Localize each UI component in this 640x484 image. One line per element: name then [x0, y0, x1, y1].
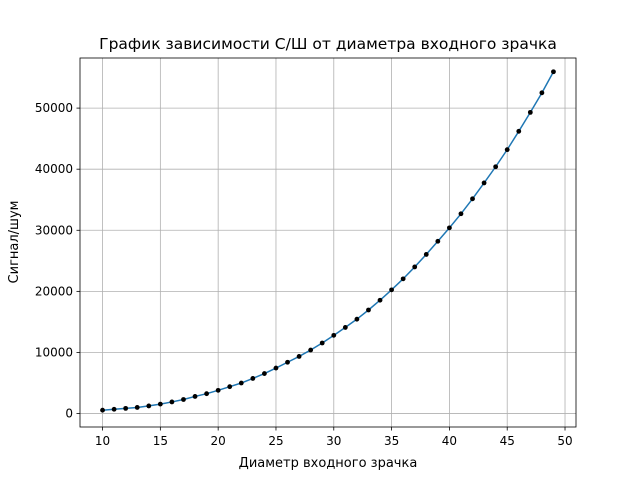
- data-point: [435, 238, 441, 244]
- chart-title: График зависимости С/Ш от диаметра входн…: [99, 35, 557, 53]
- data-point: [539, 90, 545, 96]
- data-point: [516, 128, 522, 134]
- y-tick-label: 40000: [35, 162, 73, 176]
- data-point: [227, 384, 233, 390]
- data-point: [412, 264, 418, 270]
- data-point: [146, 403, 152, 409]
- data-point: [285, 359, 290, 365]
- data-point: [319, 340, 325, 346]
- data-point: [504, 147, 510, 153]
- data-point: [134, 405, 140, 410]
- data-point: [250, 376, 256, 381]
- data-point: [273, 365, 279, 371]
- x-tick-label: 50: [557, 434, 572, 448]
- data-point: [470, 196, 475, 202]
- data-point: [262, 371, 267, 376]
- data-point: [123, 405, 129, 411]
- y-tick-label: 50000: [35, 101, 73, 115]
- data-point: [446, 225, 452, 231]
- data-point: [204, 391, 210, 397]
- data-point: [389, 287, 394, 293]
- data-point: [169, 399, 175, 405]
- data-point: [423, 252, 429, 257]
- data-point: [342, 325, 348, 330]
- axes-frame: [79, 57, 577, 428]
- data-point: [366, 307, 371, 313]
- data-point: [400, 276, 406, 282]
- data-point: [377, 297, 383, 303]
- data-point: [527, 109, 533, 115]
- data-point: [111, 406, 117, 412]
- axes: 10 15 20 25 30 35 40 45 50 0 10000 20000 30000 40000 5…: [35, 57, 577, 448]
- y-tick-label: 0: [65, 407, 73, 421]
- series-line: [102, 71, 555, 411]
- data-point: [458, 211, 464, 217]
- data-point: [157, 401, 163, 407]
- y-tick-label: 10000: [35, 345, 73, 359]
- x-tick-label: 30: [326, 434, 341, 448]
- data-point: [308, 347, 314, 353]
- x-tick-label: 10: [95, 434, 110, 448]
- data-point: [551, 69, 556, 75]
- x-tick-label: 45: [500, 434, 515, 448]
- data-point: [354, 316, 360, 322]
- series-layer: [100, 69, 556, 413]
- x-tick-label: 25: [268, 434, 283, 448]
- data-point: [331, 332, 337, 338]
- data-point: [481, 180, 487, 186]
- x-tick-label: 20: [211, 434, 226, 448]
- x-tick-label: 35: [384, 434, 399, 448]
- data-point: [493, 164, 499, 170]
- data-point: [238, 380, 244, 386]
- x-tick-label: 40: [442, 434, 457, 448]
- x-tick-label: 15: [153, 434, 168, 448]
- plot-area: [80, 58, 576, 427]
- y-axis-label: Сигнал/шум: [7, 201, 22, 284]
- grid: [80, 58, 576, 427]
- data-point: [215, 387, 221, 393]
- data-point: [181, 397, 186, 402]
- y-tick-label: 20000: [35, 284, 73, 298]
- y-tick-label: 30000: [35, 223, 73, 237]
- data-point: [100, 407, 105, 413]
- x-axis-label: Диаметр входного зрачка: [239, 456, 418, 471]
- data-point: [296, 354, 302, 359]
- data-point: [192, 394, 198, 399]
